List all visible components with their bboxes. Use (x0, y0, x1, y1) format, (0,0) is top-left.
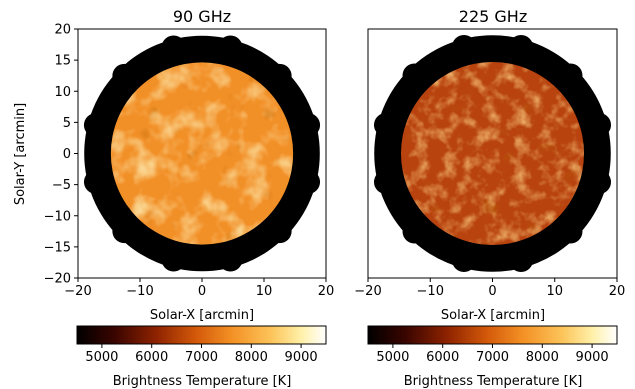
outer-ring-lobe (83, 169, 108, 194)
colorbar-tick-label: 5000 (85, 350, 118, 365)
x-tick-label: 0 (198, 284, 206, 299)
colorbar-tick-label: 7000 (476, 350, 509, 365)
outer-ring-lobe (558, 63, 583, 88)
outer-ring-lobe (451, 34, 476, 59)
y-tick-label: 20 (54, 23, 71, 38)
outer-ring-lobe (509, 248, 534, 273)
outer-ring-lobe (558, 219, 583, 244)
bright-structure (110, 62, 294, 245)
solar-texture (110, 62, 294, 245)
panel-90ghz: 90 GHz −20 −10 0 10 20 −20 −15 −10 −5 0 5 10 15 20 S… (13, 7, 334, 389)
colorbar-gradient (76, 325, 327, 345)
bright-structure (400, 61, 585, 246)
x-tick-label: −20 (64, 284, 91, 299)
x-tick-label: 10 (256, 284, 273, 299)
outer-ring-lobe (451, 248, 476, 273)
outer-ring-lobe (402, 63, 427, 88)
y-tick-label: −5 (52, 178, 71, 193)
colorbar: 5000 6000 7000 8000 9000 (76, 325, 327, 365)
colorbar: 5000 6000 7000 8000 9000 (367, 325, 618, 365)
y-axis-label: Solar-Y [arcmin] (13, 103, 28, 205)
outer-ring-lobe (509, 34, 534, 59)
outer-ring-lobe (112, 63, 137, 88)
outer-ring-lobe (587, 112, 612, 137)
chart-title: 225 GHz (459, 7, 527, 26)
colorbar-tick-label: 7000 (185, 350, 218, 365)
colorbar-label: Brightness Temperature [K] (113, 374, 292, 389)
outer-ring-lobe (373, 112, 398, 137)
x-tick-label: −10 (417, 284, 444, 299)
x-tick-label: −20 (354, 284, 381, 299)
outer-ring-lobe (218, 247, 243, 272)
x-tick-label: 10 (546, 284, 563, 299)
x-axis: −20 −10 0 10 20 (64, 278, 334, 299)
colorbar-tick-label: 9000 (576, 350, 609, 365)
x-tick-label: 20 (318, 284, 335, 299)
y-tick-label: 5 (63, 116, 71, 131)
y-tick-label: 15 (54, 54, 71, 69)
map-layer (83, 35, 321, 272)
solar-texture (400, 61, 585, 246)
colorbar-gradient (367, 325, 618, 345)
outer-ring-lobe (296, 113, 321, 138)
outer-ring-lobe (161, 35, 186, 60)
x-axis: −20 −10 0 10 20 (354, 278, 625, 299)
y-axis: −20 −15 −10 −5 0 5 10 15 20 (44, 23, 78, 287)
colorbar-label: Brightness Temperature [K] (404, 374, 583, 389)
plot-area (77, 28, 327, 279)
x-tick-label: −10 (126, 284, 153, 299)
outer-ring-lobe (267, 219, 292, 244)
outer-ring-lobe (373, 170, 398, 195)
x-tick-label: 20 (609, 284, 626, 299)
colorbar-tick-label: 6000 (135, 350, 168, 365)
outer-ring-lobe (218, 35, 243, 60)
map-layer (373, 34, 612, 273)
chart-title: 90 GHz (173, 7, 231, 26)
colorbar-tick-label: 9000 (285, 350, 318, 365)
outer-ring-lobe (83, 113, 108, 138)
outer-ring-lobe (587, 170, 612, 195)
colorbar-tick-label: 8000 (235, 350, 268, 365)
colorbar-tick-label: 5000 (376, 350, 409, 365)
panel-225ghz: 225 GHz −20 −10 0 10 20 Solar-X [arcmin] 500… (354, 7, 625, 389)
outer-ring-lobe (112, 219, 137, 244)
y-tick-label: 10 (54, 85, 71, 100)
x-tick-label: 0 (488, 284, 496, 299)
y-tick-label: 0 (63, 147, 71, 162)
y-tick-label: −20 (44, 272, 71, 287)
colorbar-tick-label: 8000 (526, 350, 559, 365)
outer-ring-lobe (402, 219, 427, 244)
y-tick-label: −15 (44, 240, 71, 255)
x-axis-label: Solar-X [arcmin] (441, 308, 545, 323)
outer-ring-lobe (267, 63, 292, 88)
outer-ring-lobe (161, 247, 186, 272)
outer-ring-lobe (296, 169, 321, 194)
y-tick-label: −10 (44, 209, 71, 224)
plot-area (367, 28, 618, 279)
colorbar-tick-label: 6000 (426, 350, 459, 365)
x-axis-label: Solar-X [arcmin] (150, 308, 254, 323)
